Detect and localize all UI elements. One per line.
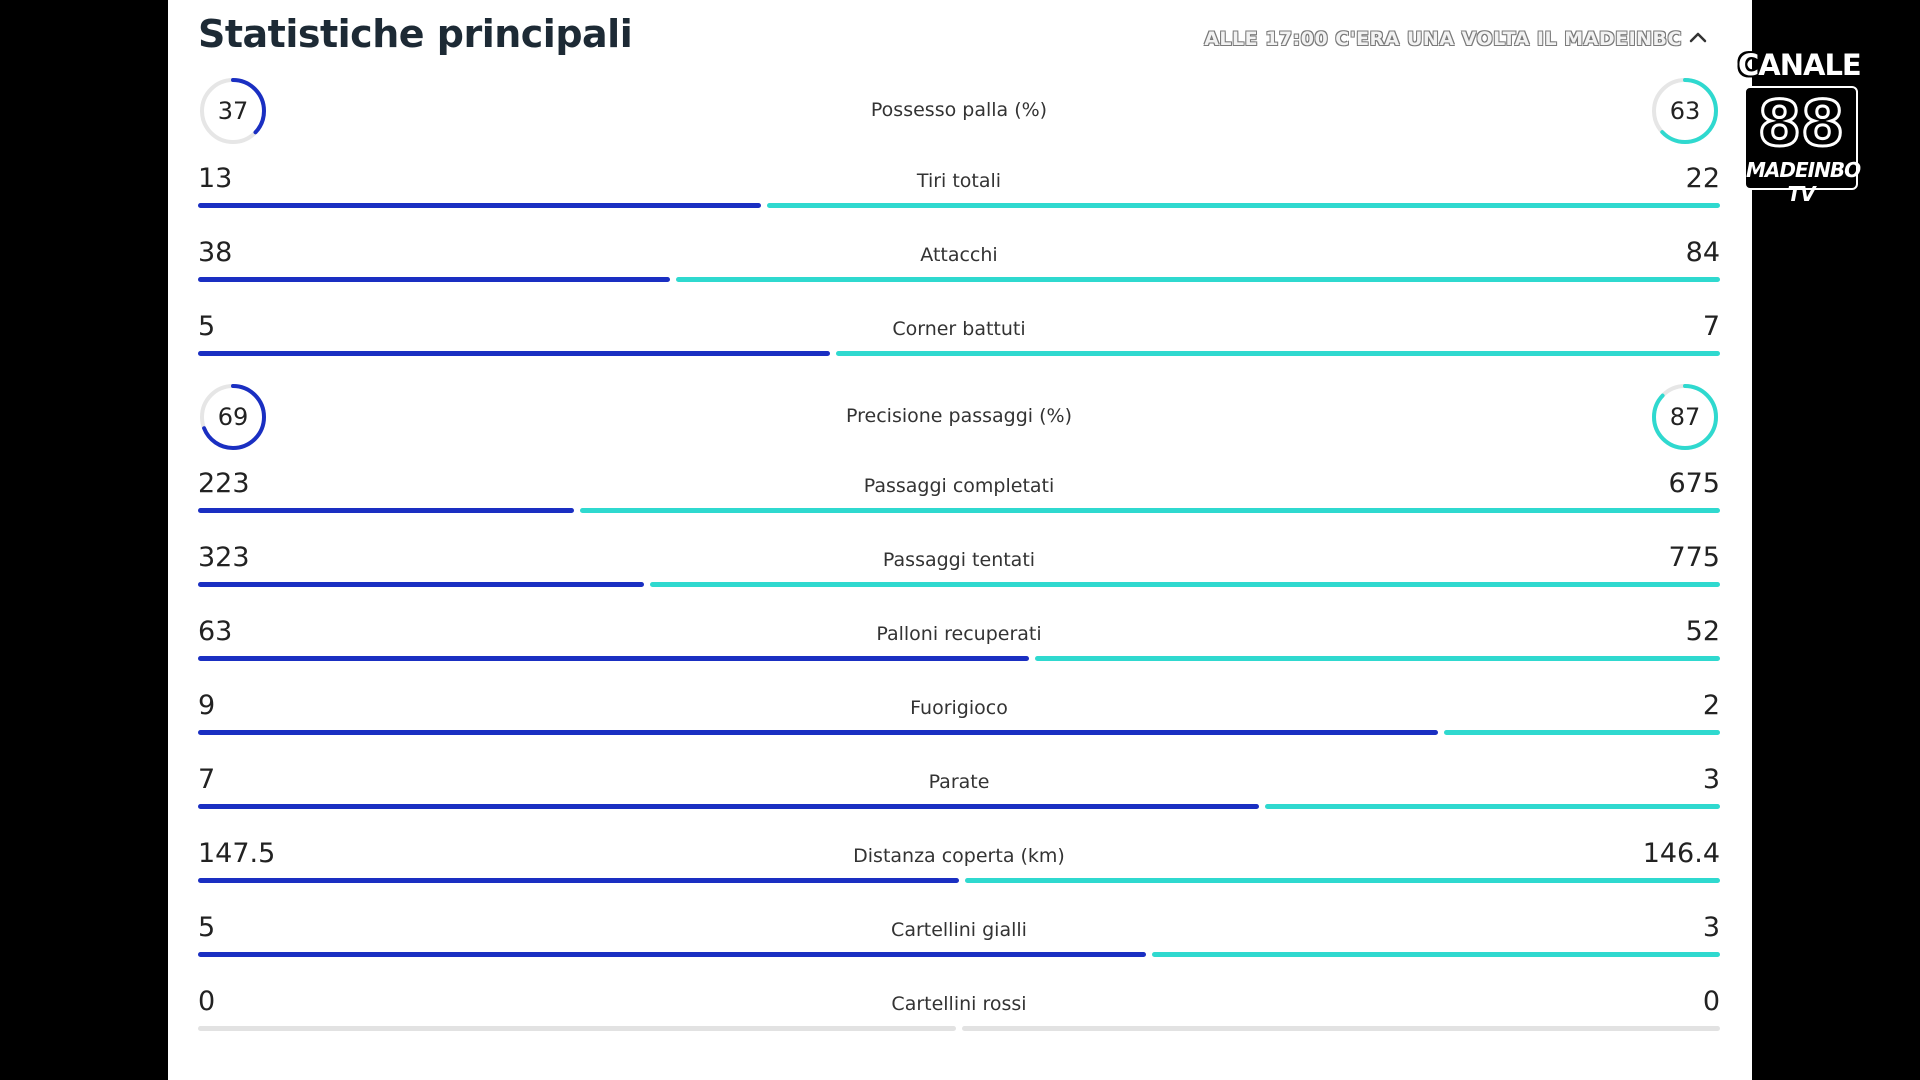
stats-list: 37 Possesso palla (%) 63 13 Tiri totali … bbox=[198, 0, 1720, 1080]
stat-away-value: 675 bbox=[1668, 468, 1720, 499]
stat-label: Distanza coperta (km) bbox=[853, 845, 1065, 867]
stat-home-value: 223 bbox=[198, 468, 250, 499]
stat-bar-away bbox=[1151, 952, 1720, 957]
possession-home-value: 37 bbox=[217, 97, 249, 125]
stat-bar-away bbox=[1444, 730, 1720, 735]
stat-home-value: 63 bbox=[198, 616, 233, 647]
possession-away-gauge: 63 bbox=[1650, 76, 1720, 146]
stat-bar-away bbox=[676, 277, 1720, 282]
channel-logo: CANALE 88 MADEINBO TV bbox=[1738, 48, 1862, 206]
stat-away-value: 3 bbox=[1702, 912, 1720, 943]
stat-bar-home bbox=[198, 952, 1146, 957]
stat-bar-away bbox=[1034, 656, 1720, 661]
stat-away-value: 84 bbox=[1685, 237, 1720, 268]
stat-label: Attacchi bbox=[920, 244, 998, 266]
stat-bar-home bbox=[198, 582, 644, 587]
stat-bar bbox=[198, 656, 1720, 661]
stat-home-value: 5 bbox=[198, 912, 216, 943]
stat-bar-away bbox=[649, 582, 1720, 587]
stat-away-value: 7 bbox=[1702, 311, 1720, 342]
stat-bar bbox=[198, 582, 1720, 587]
stat-home-value: 13 bbox=[198, 163, 233, 194]
stat-label: Palloni recuperati bbox=[876, 623, 1042, 645]
stat-bar-home bbox=[198, 656, 1029, 661]
stat-bar-home bbox=[198, 1026, 956, 1031]
possession-row: 37 Possesso palla (%) 63 bbox=[198, 76, 1720, 146]
stat-label: Passaggi completati bbox=[863, 475, 1055, 497]
possession-home-gauge: 37 bbox=[198, 76, 268, 146]
stat-bar-home bbox=[198, 351, 830, 356]
logo-number: 88 bbox=[1756, 87, 1845, 160]
stat-away-value: 2 bbox=[1702, 690, 1720, 721]
page-title: Statistiche principali bbox=[198, 12, 633, 56]
stat-bar-away bbox=[962, 1026, 1720, 1031]
passing-accuracy-away-value: 87 bbox=[1669, 403, 1701, 431]
stat-bar bbox=[198, 277, 1720, 282]
stat-home-value: 5 bbox=[198, 311, 216, 342]
stats-panel: Statistiche principali ALLE 17:00 C'ERA … bbox=[168, 0, 1752, 1080]
stat-label: Fuorigioco bbox=[910, 697, 1008, 719]
passing-accuracy-label: Precisione passaggi (%) bbox=[846, 405, 1072, 427]
stat-away-value: 22 bbox=[1685, 163, 1720, 194]
stat-bar bbox=[198, 952, 1720, 957]
stat-home-value: 323 bbox=[198, 542, 250, 573]
stat-away-value: 146.4 bbox=[1642, 838, 1720, 869]
stat-bar bbox=[198, 351, 1720, 356]
stat-bar bbox=[198, 1026, 1720, 1031]
stat-label: Parate bbox=[928, 771, 990, 793]
stat-bar-home bbox=[198, 203, 762, 208]
stat-bar bbox=[198, 730, 1720, 735]
stat-away-value: 775 bbox=[1668, 542, 1720, 573]
stat-bar-away bbox=[835, 351, 1720, 356]
stat-bar-away bbox=[1265, 804, 1720, 809]
stat-bar bbox=[198, 878, 1720, 883]
stat-bar-away bbox=[580, 508, 1720, 513]
passing-accuracy-home-gauge: 69 bbox=[198, 382, 268, 452]
stat-label: Tiri totali bbox=[916, 170, 1002, 192]
logo-sub-text: MADEINBO TV bbox=[1746, 158, 1861, 206]
stat-away-value: 52 bbox=[1685, 616, 1720, 647]
stat-home-value: 38 bbox=[198, 237, 233, 268]
logo-top-text: CANALE bbox=[1738, 48, 1862, 82]
stat-away-value: 3 bbox=[1702, 764, 1720, 795]
passing-accuracy-row: 69 Precisione passaggi (%) 87 bbox=[198, 382, 1720, 452]
stat-bar-home bbox=[198, 878, 959, 883]
stat-away-value: 0 bbox=[1702, 986, 1720, 1017]
stat-bar bbox=[198, 804, 1720, 809]
stat-bar bbox=[198, 508, 1720, 513]
possession-away-value: 63 bbox=[1669, 97, 1701, 125]
stat-home-value: 0 bbox=[198, 986, 216, 1017]
passing-accuracy-home-value: 69 bbox=[217, 403, 249, 431]
stat-bar-away bbox=[767, 203, 1720, 208]
passing-accuracy-away-gauge: 87 bbox=[1650, 382, 1720, 452]
stat-bar-home bbox=[198, 508, 575, 513]
ticker-text: ALLE 17:00 C'ERA UNA VOLTA IL MADEINBC bbox=[1204, 28, 1682, 50]
stat-bar-home bbox=[198, 804, 1260, 809]
stat-label: Corner battuti bbox=[892, 318, 1026, 340]
stat-home-value: 7 bbox=[198, 764, 216, 795]
stat-home-value: 9 bbox=[198, 690, 216, 721]
stat-bar-home bbox=[198, 730, 1439, 735]
logo-box: 88 MADEINBO TV bbox=[1744, 86, 1861, 206]
stat-label: Cartellini rossi bbox=[891, 993, 1027, 1015]
stat-label: Cartellini gialli bbox=[891, 919, 1027, 941]
stat-label: Passaggi tentati bbox=[882, 549, 1036, 571]
possession-label: Possesso palla (%) bbox=[870, 99, 1048, 121]
stat-bar-away bbox=[964, 878, 1720, 883]
stat-bar bbox=[198, 203, 1720, 208]
stat-home-value: 147.5 bbox=[198, 838, 276, 869]
stat-bar-home bbox=[198, 277, 671, 282]
chevron-up-icon[interactable] bbox=[1686, 26, 1710, 50]
